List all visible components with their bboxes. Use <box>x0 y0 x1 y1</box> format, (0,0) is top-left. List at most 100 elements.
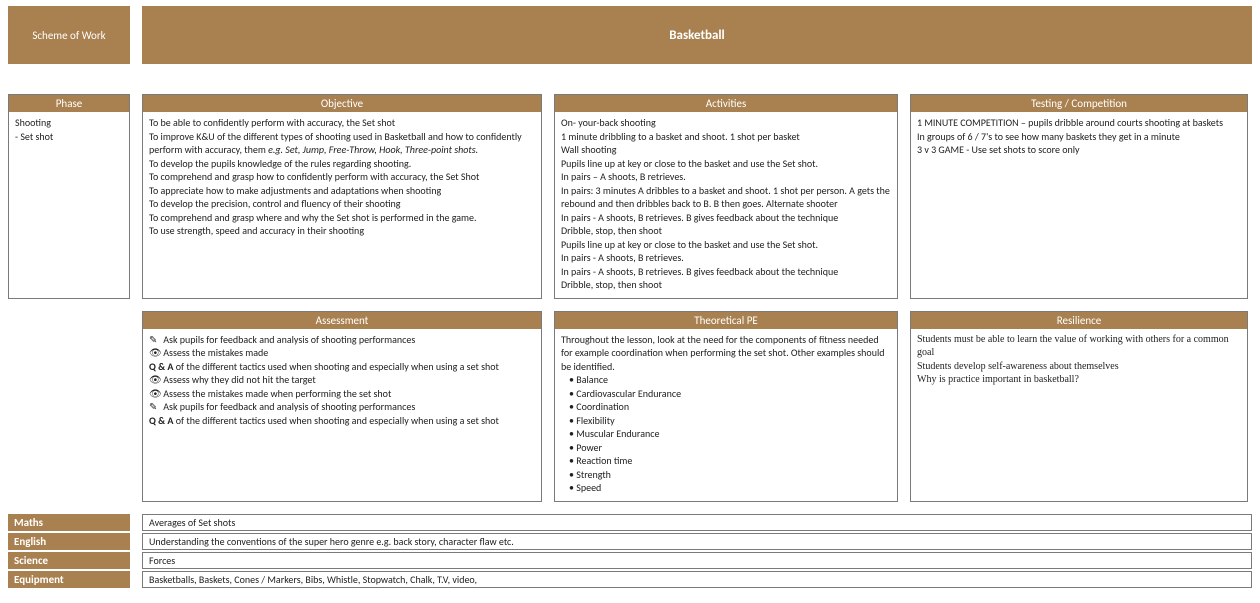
assessment-line: Q & A of the different tactics used when… <box>149 360 535 374</box>
objective-line: To improve K&U of the different types of… <box>149 130 535 157</box>
assessment-symbol-icon: 👁 <box>149 373 161 387</box>
assessment-symbol-icon: ✎ <box>149 333 161 347</box>
header-row: Scheme of Work Basketball <box>8 6 1252 64</box>
assessment-heading: Assessment <box>143 312 541 329</box>
objective-line: To comprehend and grasp how to confident… <box>149 170 535 184</box>
col-phase: Phase Shooting - Set shot <box>8 94 130 299</box>
assessment-line: 👁 Assess the mistakes made when performi… <box>149 387 535 401</box>
objective-line: To comprehend and grasp where and why th… <box>149 211 535 225</box>
activities-line: In pairs - A shoots, B retrieves. B give… <box>561 265 891 279</box>
assessment-symbol-icon: 👁 <box>149 387 161 401</box>
assessment-line: 👁 Assess the mistakes made <box>149 346 535 360</box>
testing-line: In groups of 6 / 7's to see how many bas… <box>917 130 1241 144</box>
sow-label-box: Scheme of Work <box>8 6 130 64</box>
activities-line: In pairs: 3 minutes A dribbles to a bask… <box>561 184 891 211</box>
page-root: Scheme of Work Basketball Phase Shooting… <box>0 0 1260 598</box>
phase-line: - Set shot <box>15 130 123 144</box>
assessment-line: ✎ Ask pupils for feedback and analysis o… <box>149 400 535 414</box>
activities-line: Pupils line up at key or close to the ba… <box>561 238 891 252</box>
col-resilience: Resilience Students must be able to lear… <box>910 311 1248 502</box>
objective-line: To develop the pupils knowledge of the r… <box>149 157 535 171</box>
resilience-panel: Resilience Students must be able to lear… <box>910 311 1248 502</box>
theoretical-bullet: Speed <box>569 481 891 495</box>
activities-line: On- your-back shooting <box>561 116 891 130</box>
theoretical-bullets: BalanceCardiovascular EnduranceCoordinat… <box>561 373 891 495</box>
theoretical-bullet: Muscular Endurance <box>569 427 891 441</box>
phase-panel: Phase Shooting - Set shot <box>8 94 130 299</box>
assessment-symbol-icon: ✎ <box>149 400 161 414</box>
theoretical-panel: Theoretical PE Throughout the lesson, lo… <box>554 311 898 502</box>
col-assessment: Assessment ✎ Ask pupils for feedback and… <box>142 311 542 502</box>
objective-heading: Objective <box>143 95 541 112</box>
assessment-line: 👁 Assess why they did not hit the target <box>149 373 535 387</box>
activities-heading: Activities <box>555 95 897 112</box>
testing-line: 3 v 3 GAME - Use set shots to score only <box>917 143 1241 157</box>
theoretical-bullet: Power <box>569 441 891 455</box>
theoretical-heading: Theoretical PE <box>555 312 897 329</box>
objective-panel: Objective To be able to confidently perf… <box>142 94 542 299</box>
bottom-row-value: Basketballs, Baskets, Cones / Markers, B… <box>142 571 1252 588</box>
activities-line: Dribble, stop, then shoot <box>561 224 891 238</box>
theoretical-bullet: Cardiovascular Endurance <box>569 387 891 401</box>
bottom-row: Maths Averages of Set shots <box>8 514 1252 531</box>
phase-line: Shooting <box>15 116 123 130</box>
theoretical-body: Throughout the lesson, look at the need … <box>555 329 897 501</box>
col-objective: Objective To be able to confidently perf… <box>142 94 542 299</box>
row-1: Phase Shooting - Set shot Objective To b… <box>8 94 1252 299</box>
activities-body: On- your-back shooting1 minute dribbling… <box>555 112 897 298</box>
bottom-row-value: Averages of Set shots <box>142 514 1252 531</box>
resilience-line: Students must be able to learn the value… <box>917 333 1241 360</box>
activities-line: In pairs - A shoots, B retrieves. <box>561 251 891 265</box>
bottom-rows: Maths Averages of Set shots English Underst… <box>8 514 1252 588</box>
sow-label: Scheme of Work <box>32 29 105 42</box>
page-title: Basketball <box>669 28 725 43</box>
testing-line: 1 MINUTE COMPETITION – pupils dribble ar… <box>917 116 1241 130</box>
bottom-row-value: Understanding the conventions of the sup… <box>142 533 1252 550</box>
objective-line: To appreciate how to make adjustments an… <box>149 184 535 198</box>
resilience-line: Students develop self-awareness about th… <box>917 360 1241 374</box>
theoretical-bullet: Reaction time <box>569 454 891 468</box>
bottom-row: Equipment Basketballs, Baskets, Cones / M… <box>8 571 1252 588</box>
activities-line: Pupils line up at key or close to the ba… <box>561 157 891 171</box>
theoretical-bullet: Coordination <box>569 400 891 414</box>
phase-heading: Phase <box>9 95 129 112</box>
phase-body: Shooting - Set shot <box>9 112 129 298</box>
col-phase-spacer <box>8 311 130 502</box>
theoretical-bullet: Balance <box>569 373 891 387</box>
assessment-symbol-icon: 👁 <box>149 346 161 360</box>
bottom-row-label: English <box>8 533 130 550</box>
testing-body: 1 MINUTE COMPETITION – pupils dribble ar… <box>911 112 1247 298</box>
activities-panel: Activities On- your-back shooting1 minut… <box>554 94 898 299</box>
testing-panel: Testing / Competition 1 MINUTE COMPETITI… <box>910 94 1248 299</box>
resilience-body: Students must be able to learn the value… <box>911 329 1247 501</box>
testing-heading: Testing / Competition <box>911 95 1247 112</box>
bottom-row-label: Equipment <box>8 571 130 588</box>
assessment-panel: Assessment ✎ Ask pupils for feedback and… <box>142 311 542 502</box>
objective-body: To be able to confidently perform with a… <box>143 112 541 298</box>
objective-line: To use strength, speed and accuracy in t… <box>149 224 535 238</box>
activities-line: 1 minute dribbling to a basket and shoot… <box>561 130 891 144</box>
activities-line: Wall shooting <box>561 143 891 157</box>
objective-line: To develop the precision, control and fl… <box>149 197 535 211</box>
theoretical-intro: Throughout the lesson, look at the need … <box>561 333 891 374</box>
bottom-row-label: Maths <box>8 514 130 531</box>
theoretical-bullet: Flexibility <box>569 414 891 428</box>
assessment-line: Q & A of the different tactics used when… <box>149 414 535 428</box>
activities-line: Dribble, stop, then shoot <box>561 278 891 292</box>
activities-line: In pairs - A shoots, B retrieves. B give… <box>561 211 891 225</box>
objective-line: To be able to confidently perform with a… <box>149 116 535 130</box>
title-box: Basketball <box>142 6 1252 64</box>
resilience-line: Why is practice important in basketball? <box>917 373 1241 387</box>
row-2: Assessment ✎ Ask pupils for feedback and… <box>8 311 1252 502</box>
bottom-row: English Understanding the conventions of … <box>8 533 1252 550</box>
bottom-row-value: Forces <box>142 552 1252 569</box>
col-testing: Testing / Competition 1 MINUTE COMPETITI… <box>910 94 1248 299</box>
resilience-heading: Resilience <box>911 312 1247 329</box>
bottom-row: Science Forces <box>8 552 1252 569</box>
bottom-row-label: Science <box>8 552 130 569</box>
assessment-body: ✎ Ask pupils for feedback and analysis o… <box>143 329 541 501</box>
activities-line: In pairs – A shoots, B retrieves. <box>561 170 891 184</box>
theoretical-bullet: Strength <box>569 468 891 482</box>
col-theoretical: Theoretical PE Throughout the lesson, lo… <box>554 311 898 502</box>
col-activities: Activities On- your-back shooting1 minut… <box>554 94 898 299</box>
